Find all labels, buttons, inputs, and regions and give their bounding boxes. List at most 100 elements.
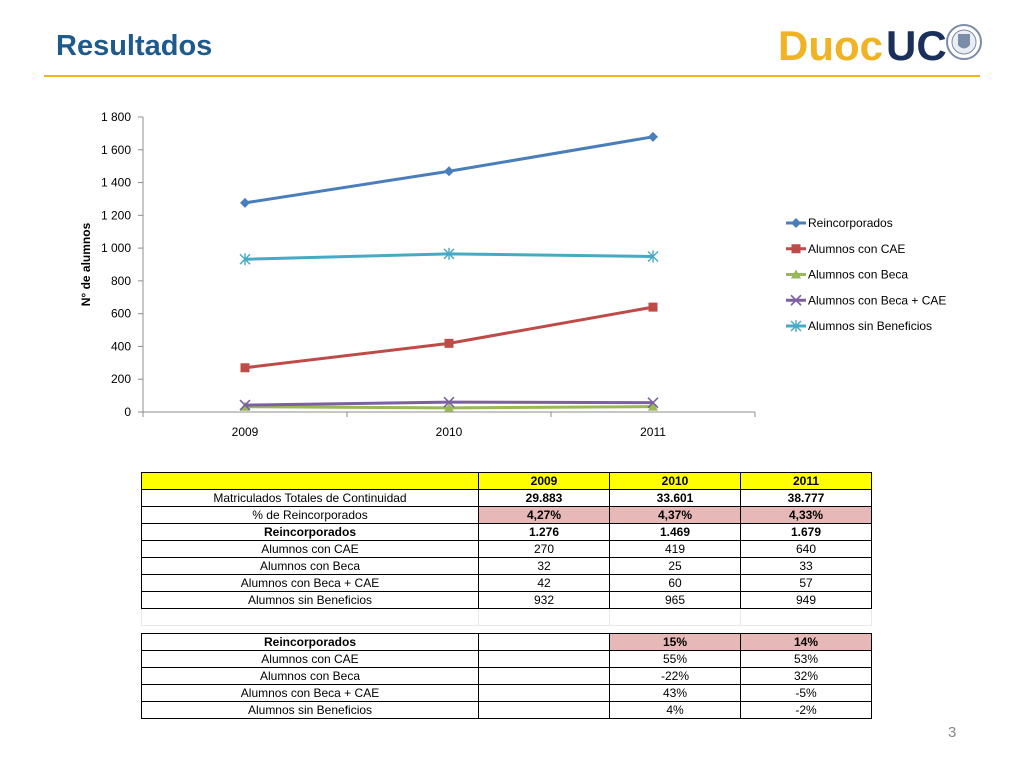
slide-title: Resultados (56, 30, 213, 62)
table-cell: 1.469 (609, 523, 741, 541)
table-cell: 29.883 (478, 489, 610, 507)
table-cell: 949 (740, 591, 872, 609)
table-cell: 1.276 (478, 523, 610, 541)
table-row: Alumnos con Beca + CAE 43% -5% (141, 684, 872, 702)
y-tick-label: 1 400 (101, 176, 131, 190)
table-cell: 60 (609, 574, 741, 592)
series-lines (239, 131, 659, 412)
table-row: Alumnos con Beca + CAE 42 60 57 (141, 574, 872, 592)
y-tick-label: 200 (111, 372, 131, 386)
row-label: Reincorporados (141, 633, 479, 651)
table-cell: -22% (609, 667, 741, 685)
data-point (790, 320, 802, 332)
table-cell: 4% (609, 701, 741, 719)
data-point (240, 363, 250, 373)
y-tick-label: 1 000 (101, 241, 131, 255)
table-cell: 42 (478, 574, 610, 592)
table-cell: 33.601 (609, 489, 741, 507)
table-header-row: 2009 2010 2011 (141, 472, 872, 490)
data-point (444, 338, 454, 348)
row-label: Alumnos con Beca (141, 557, 479, 575)
row-label: Alumnos con CAE (141, 650, 479, 668)
results-table: 2009 2010 2011 Matriculados Totales de C… (141, 472, 872, 626)
header-cell: 2011 (740, 472, 872, 490)
series-alumnos-con-cae (240, 302, 658, 373)
data-point (648, 302, 658, 312)
table-cell (478, 650, 610, 668)
data-point (791, 218, 801, 228)
table-cell: 32% (740, 667, 872, 685)
data-point (648, 131, 658, 142)
table-cell: 32 (478, 557, 610, 575)
table-cell: 25 (609, 557, 741, 575)
y-tick-label: 800 (111, 274, 131, 288)
x-tick-label: 2009 (232, 425, 259, 439)
table-cell: 1.679 (740, 523, 872, 541)
legend-label: Reincorporados (808, 216, 893, 230)
data-point (791, 244, 801, 254)
table-cell: -5% (740, 684, 872, 702)
table-cell: 4,27% (478, 506, 610, 524)
logo-text-uc: UC (886, 22, 947, 68)
table-cell: 53% (740, 650, 872, 668)
y-tick-label: 1 800 (101, 110, 131, 124)
y-tick-label: 600 (111, 307, 131, 321)
table-row: Alumnos con Beca -22% 32% (141, 667, 872, 685)
line-chart: N° de alumnos 0 200 400 600 800 1 000 1 200 1 4… (79, 110, 946, 439)
y-tick-label: 1 200 (101, 208, 131, 222)
y-tick-label: 0 (124, 405, 131, 419)
table-spacer-row (141, 608, 872, 626)
table-row: Reincorporados 1.276 1.469 1.679 (141, 523, 872, 541)
table-row: % de Reincorporados 4,27% 4,37% 4,33% (141, 506, 872, 524)
row-label: Alumnos con Beca + CAE (141, 574, 479, 592)
logo-text-duoc: Duoc (778, 22, 883, 68)
data-point (444, 166, 454, 177)
table-cell: 43% (609, 684, 741, 702)
duocuc-logo: Duoc UC (778, 22, 982, 68)
x-tick-label: 2011 (640, 425, 666, 439)
row-label: Reincorporados (141, 523, 479, 541)
table-cell: 419 (609, 540, 741, 558)
table-cell (478, 684, 610, 702)
variation-table: Reincorporados 15% 14% Alumnos con CAE 5… (141, 633, 872, 719)
table-cell: 14% (740, 633, 872, 651)
chart-legend: Reincorporados Alumnos con CAE Alumnos con… (786, 216, 946, 333)
table-cell: 932 (478, 591, 610, 609)
data-point (647, 250, 659, 263)
legend-entry: Reincorporados (786, 216, 893, 230)
table-row: Alumnos con CAE 270 419 640 (141, 540, 872, 558)
table-cell (478, 667, 610, 685)
table-cell: 270 (478, 540, 610, 558)
table-row: Alumnos con Beca 32 25 33 (141, 557, 872, 575)
table-cell (478, 701, 610, 719)
table-cell: 4,37% (609, 506, 741, 524)
legend-label: Alumnos con Beca + CAE (808, 293, 946, 307)
row-label: Matriculados Totales de Continuidad (141, 489, 479, 507)
data-point (239, 253, 251, 266)
table-row: Alumnos sin Beneficios 932 965 949 (141, 591, 872, 609)
legend-entry: Alumnos con CAE (786, 242, 905, 256)
row-label: Alumnos con CAE (141, 540, 479, 558)
table-cell: 965 (609, 591, 741, 609)
y-tick-label: 400 (111, 339, 131, 353)
table-cell: 33 (740, 557, 872, 575)
series-alumnos-sin-beneficios (239, 247, 659, 266)
table-row: Matriculados Totales de Continuidad 29.8… (141, 489, 872, 507)
row-label: Alumnos con Beca (141, 667, 479, 685)
table-cell: 38.777 (740, 489, 872, 507)
row-label: % de Reincorporados (141, 506, 479, 524)
y-tick-label: 1 600 (101, 143, 131, 157)
table-cell: 4,33% (740, 506, 872, 524)
data-point (790, 294, 802, 306)
x-tick-labels: 2009 2010 2011 (232, 425, 667, 439)
data-point (443, 396, 455, 408)
series-alumnos-con-beca-cae (239, 396, 659, 411)
x-tick-label: 2010 (436, 425, 463, 439)
y-tick-labels: 0 200 400 600 800 1 000 1 200 1 400 1 600 1 800 (101, 110, 131, 419)
table-cell: -2% (740, 701, 872, 719)
header-cell: 2009 (478, 472, 610, 490)
legend-label: Alumnos con Beca (808, 268, 908, 282)
row-label: Alumnos con Beca + CAE (141, 684, 479, 702)
data-point (443, 247, 455, 260)
table-row: Reincorporados 15% 14% (141, 633, 872, 651)
